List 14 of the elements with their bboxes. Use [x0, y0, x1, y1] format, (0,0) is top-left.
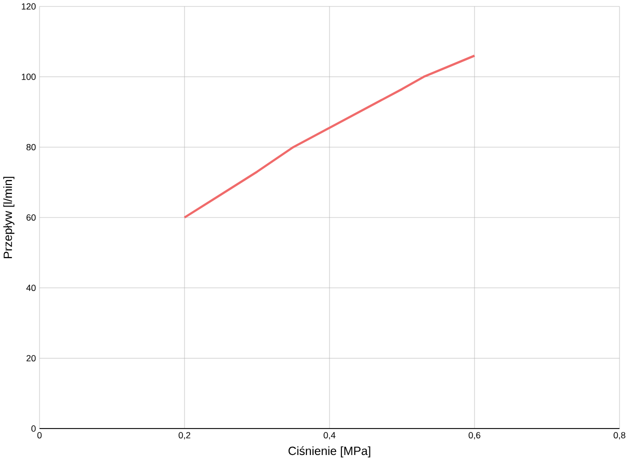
y-tick-label: 20	[26, 355, 36, 362]
y-tick-label: 80	[26, 144, 36, 150]
x-axis-title: Ciśnienie [MPa]	[288, 446, 370, 458]
x-tick-label: 0	[37, 432, 42, 439]
x-tick-label: 0,6	[468, 432, 480, 440]
y-tick-label: 120	[22, 3, 36, 10]
y-tick-label: 0	[31, 426, 36, 432]
y-tick-label: 60	[26, 214, 36, 221]
y-axis-title: Przepływ [l/min]	[3, 176, 14, 258]
y-tick-label: 100	[22, 74, 36, 80]
x-tick-label: 0,8	[614, 432, 626, 440]
x-tick-label: 0,2	[178, 432, 190, 440]
x-tick-label: 0,4	[324, 432, 336, 440]
y-tick-label: 40	[26, 284, 36, 292]
